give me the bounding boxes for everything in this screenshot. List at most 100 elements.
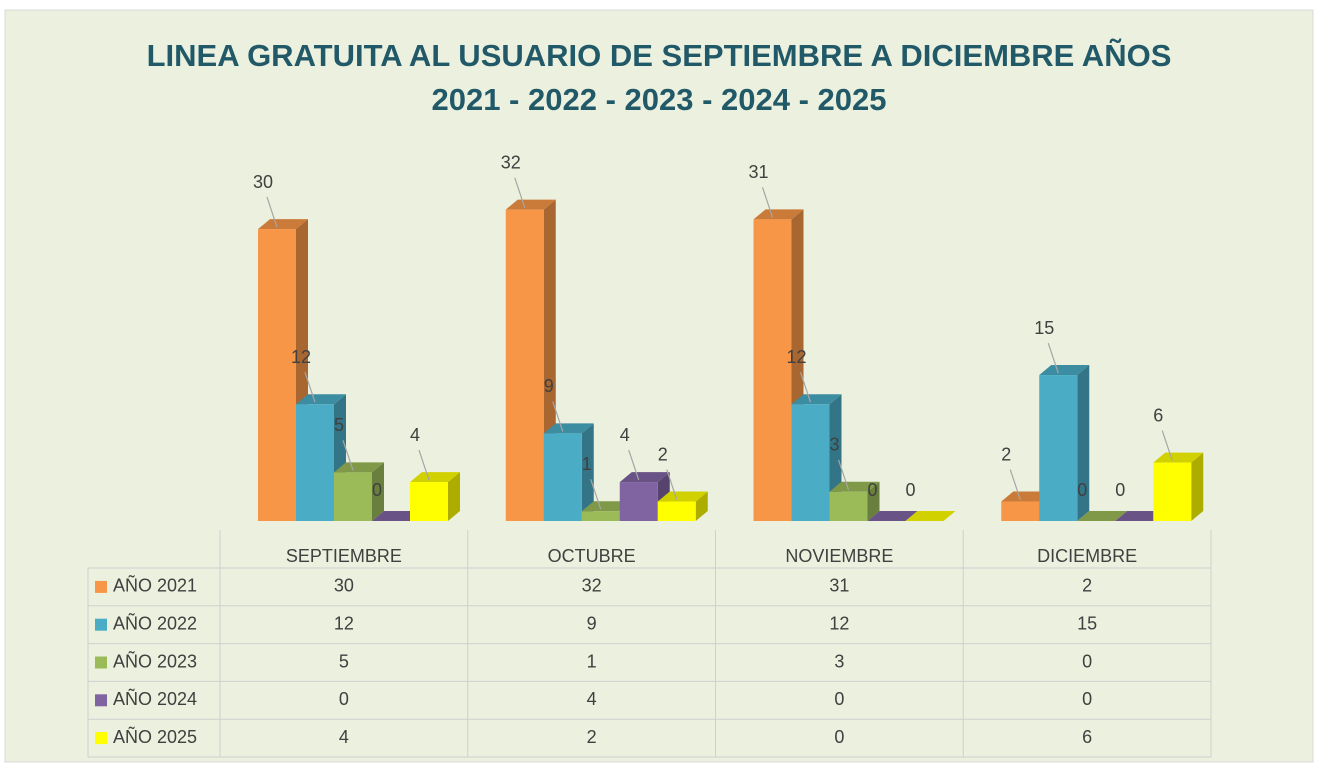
table-cell: 0 xyxy=(834,727,844,747)
data-label: 0 xyxy=(905,480,915,500)
table-cell: 15 xyxy=(1077,613,1097,633)
bar-face xyxy=(543,433,582,521)
table-cell: 3 xyxy=(834,651,844,671)
bar-face xyxy=(753,219,792,521)
leader-line xyxy=(552,401,564,432)
legend-label: AÑO 2024 xyxy=(113,688,197,709)
bar-face xyxy=(1115,511,1166,521)
data-label: 31 xyxy=(748,162,768,182)
bar-face xyxy=(448,472,460,521)
bar-face xyxy=(372,511,422,521)
bar-face xyxy=(1039,375,1078,521)
data-label: 5 xyxy=(334,415,344,435)
bar-face xyxy=(505,209,544,521)
bar-face xyxy=(1001,501,1040,521)
table-cell: 12 xyxy=(829,613,849,633)
legend-swatch xyxy=(95,694,107,707)
bar xyxy=(1077,511,1128,521)
bar xyxy=(410,472,460,521)
bar xyxy=(543,423,594,521)
bar-face xyxy=(258,219,308,230)
leader-line xyxy=(761,187,774,218)
legend-label: AÑO 2023 xyxy=(113,650,197,671)
table-cell: 12 xyxy=(334,613,354,633)
leader-line xyxy=(799,372,812,403)
legend-label: AÑO 2021 xyxy=(113,575,197,596)
leader-line xyxy=(590,479,602,510)
bar-face xyxy=(334,462,384,473)
x-tick-label: DICIEMBRE xyxy=(1037,546,1137,566)
bar-face xyxy=(1191,452,1204,521)
bar xyxy=(1153,452,1204,521)
bar-face xyxy=(410,472,460,483)
data-label: 0 xyxy=(1077,480,1087,500)
bar-face xyxy=(1077,365,1090,521)
bar-face xyxy=(753,209,804,220)
leader-line xyxy=(1047,342,1059,374)
bar-face xyxy=(1001,491,1052,502)
bar-face xyxy=(1153,452,1204,463)
data-label: 3 xyxy=(829,435,839,455)
bar-face xyxy=(410,482,448,521)
data-label: 0 xyxy=(867,480,877,500)
table-cell: 0 xyxy=(1082,689,1092,709)
leader-line xyxy=(666,469,678,500)
legend-swatch xyxy=(95,656,107,669)
leader-line xyxy=(418,449,430,481)
leader-line xyxy=(1009,469,1021,500)
data-label: 1 xyxy=(582,454,592,474)
bar-face xyxy=(372,462,384,521)
table-cell: 0 xyxy=(1082,651,1092,671)
data-label: 0 xyxy=(1115,480,1125,500)
bar-face xyxy=(619,482,658,521)
leader-line xyxy=(514,177,526,208)
leader-line xyxy=(837,459,850,490)
table-cell: 30 xyxy=(334,576,354,596)
legend-label: AÑO 2022 xyxy=(113,612,197,633)
data-label: 2 xyxy=(658,444,668,464)
bar-face xyxy=(791,404,830,521)
bar-face xyxy=(619,472,670,483)
leader-line xyxy=(266,196,278,228)
table-cell: 6 xyxy=(1082,727,1092,747)
legend-swatch xyxy=(95,618,107,631)
legend-swatch xyxy=(95,580,107,593)
bar xyxy=(867,511,918,521)
leader-line xyxy=(1161,430,1173,461)
chart-title: 2021 - 2022 - 2023 - 2024 - 2025 xyxy=(431,82,886,117)
table-cell: 4 xyxy=(587,689,597,709)
bar-face xyxy=(581,501,632,512)
data-label: 15 xyxy=(1034,318,1054,338)
leader-line xyxy=(342,440,354,471)
data-label: 32 xyxy=(501,152,521,172)
data-label: 12 xyxy=(786,347,806,367)
x-tick-label: SEPTIEMBRE xyxy=(286,546,402,566)
bar-face xyxy=(657,491,708,502)
bar-face xyxy=(695,491,708,521)
bar-face xyxy=(543,423,594,434)
data-label: 4 xyxy=(410,425,420,445)
bar-face xyxy=(296,394,346,405)
data-label: 9 xyxy=(544,376,554,396)
table-cell: 2 xyxy=(1082,576,1092,596)
bar xyxy=(829,481,880,521)
table-cell: 4 xyxy=(339,727,349,747)
bar xyxy=(334,462,384,521)
table-cell: 5 xyxy=(339,651,349,671)
bar-face xyxy=(1077,511,1128,521)
bar-face xyxy=(334,472,372,521)
table-cell: 0 xyxy=(834,689,844,709)
data-label: 6 xyxy=(1153,405,1163,425)
legend-label: AÑO 2025 xyxy=(113,726,197,747)
x-tick-label: NOVIEMBRE xyxy=(785,546,893,566)
data-label: 30 xyxy=(253,172,273,192)
table-cell: 1 xyxy=(587,651,597,671)
bar-face xyxy=(581,511,620,521)
leader-line xyxy=(304,372,316,403)
bar-face xyxy=(1039,365,1090,376)
bar-face xyxy=(905,511,956,521)
x-tick-label: OCTUBRE xyxy=(548,546,636,566)
bar-face xyxy=(657,501,696,521)
bar xyxy=(905,511,956,521)
